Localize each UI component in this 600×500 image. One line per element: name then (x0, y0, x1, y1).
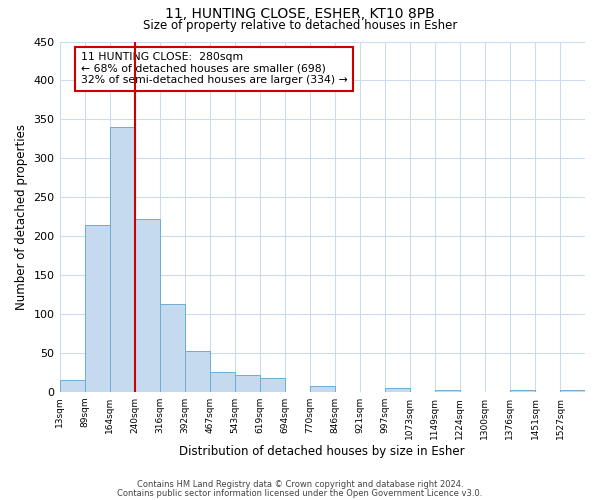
Y-axis label: Number of detached properties: Number of detached properties (15, 124, 28, 310)
Text: Contains HM Land Registry data © Crown copyright and database right 2024.: Contains HM Land Registry data © Crown c… (137, 480, 463, 489)
Bar (310, 386, 335, 392)
Bar (160, 304, 185, 392)
Text: Contains public sector information licensed under the Open Government Licence v3: Contains public sector information licen… (118, 488, 482, 498)
Bar (260, 378, 285, 392)
Bar (560, 390, 585, 392)
Bar (59, 380, 85, 392)
Text: 11 HUNTING CLOSE:  280sqm
← 68% of detached houses are smaller (698)
32% of semi: 11 HUNTING CLOSE: 280sqm ← 68% of detach… (80, 52, 347, 85)
Bar (209, 372, 235, 392)
Bar (235, 375, 260, 392)
Text: 11, HUNTING CLOSE, ESHER, KT10 8PB: 11, HUNTING CLOSE, ESHER, KT10 8PB (165, 8, 435, 22)
Bar (510, 390, 535, 392)
Bar (85, 224, 110, 392)
Bar (134, 219, 160, 392)
Bar (185, 352, 209, 392)
Bar (110, 127, 134, 392)
X-axis label: Distribution of detached houses by size in Esher: Distribution of detached houses by size … (179, 444, 465, 458)
Bar (435, 390, 460, 392)
Bar (385, 388, 410, 392)
Text: Size of property relative to detached houses in Esher: Size of property relative to detached ho… (143, 18, 457, 32)
